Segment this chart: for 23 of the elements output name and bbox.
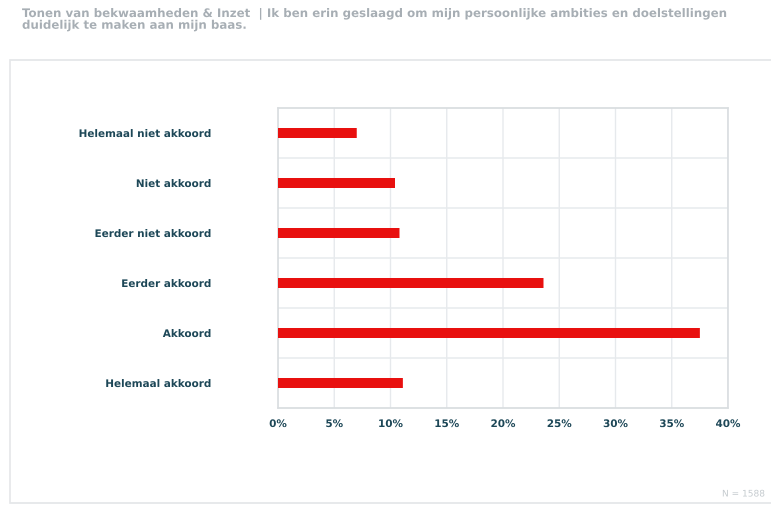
x-tick-label: 40% — [716, 419, 740, 428]
x-tick-label: 10% — [379, 419, 403, 428]
y-tick-label: Eerder niet akkoord — [96, 229, 210, 238]
x-tick-label: 20% — [491, 419, 516, 428]
y-tick-label: Akkoord — [162, 329, 210, 338]
bar — [278, 228, 400, 238]
y-tick-label: Niet akkoord — [136, 179, 210, 188]
x-tick-label: 30% — [604, 419, 628, 428]
x-tick-label: 35% — [660, 419, 684, 428]
bar — [278, 128, 357, 138]
bar — [278, 328, 700, 338]
text: N = 1588 — [722, 490, 764, 497]
bar — [278, 278, 544, 288]
chart-title: Tonen van bekwaamheden & Inzet | Ik ben erin geslaagd om mijn persoonlijke ambities en doelstellingen duidelijk te maken aan mijn baas. — [22, 8, 726, 32]
y-tick-label: Eerder akkoord — [122, 279, 210, 288]
x-tick-label: 5% — [326, 419, 343, 428]
x-tick-label: 25% — [548, 419, 572, 428]
bar — [278, 178, 395, 188]
x-tick-label: 0% — [270, 419, 287, 428]
y-tick-label: Helemaal akkoord — [106, 379, 210, 388]
bar — [278, 378, 403, 388]
x-tick-label: 15% — [435, 419, 459, 428]
y-tick-label: Helemaal niet akkoord — [80, 129, 210, 138]
